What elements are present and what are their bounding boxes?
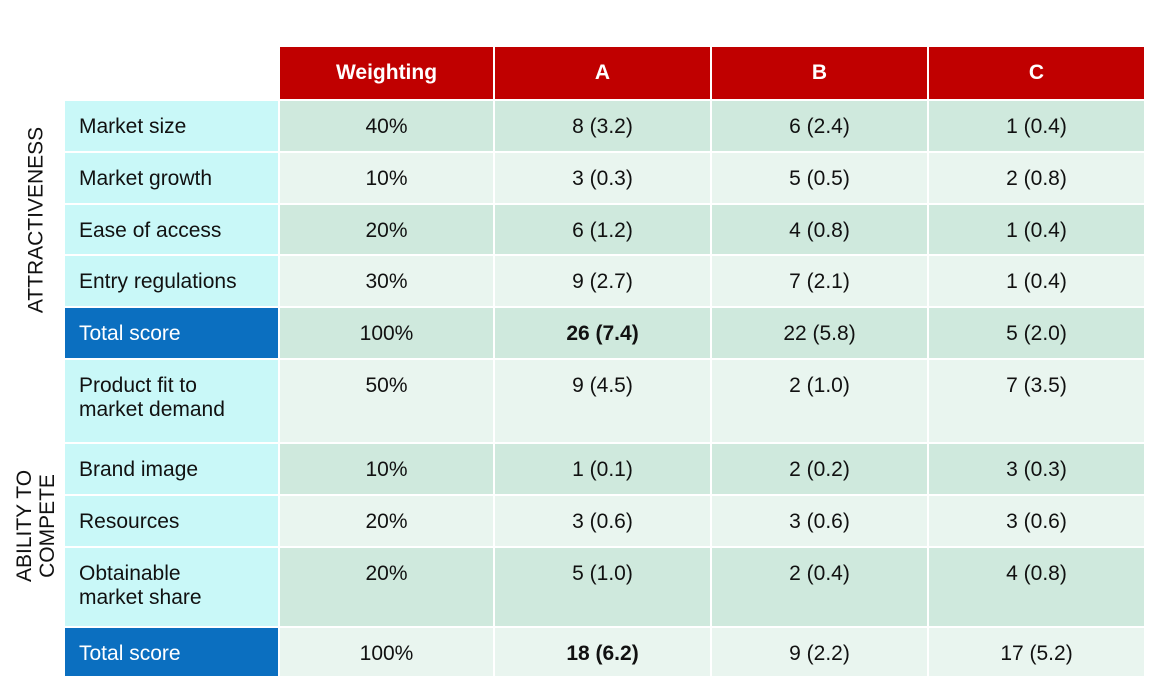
score-b-cell: 7 (2.1) [710,254,929,308]
weight-cell: 20% [278,203,495,256]
score-b-cell: 4 (0.8) [710,203,929,256]
table-row: Entry regulations 30% 9 (2.7) 7 (2.1) 1 … [63,254,1146,308]
score-a-cell: 3 (0.6) [493,494,712,548]
total-row: Total score 100% 26 (7.4) 22 (5.8) 5 (2.… [63,306,1146,360]
ability-label-line2: COMPETE [36,474,59,578]
total-score-label: Total score [63,626,280,678]
total-score-label: Total score [63,306,280,360]
score-c-cell: 3 (0.6) [927,494,1146,548]
score-c-cell: 4 (0.8) [927,546,1146,628]
score-a-cell: 26 (7.4) [493,306,712,360]
score-a-cell: 18 (6.2) [493,626,712,678]
header-row: Weighting A B C [64,47,1146,100]
score-c-cell: 3 (0.3) [927,442,1146,496]
scoring-table: Weighting A B C Market size 40% 8 (3.2) … [63,47,1146,678]
total-row: Total score 100% 18 (6.2) 9 (2.2) 17 (5.… [63,626,1146,678]
row-label: Resources [63,494,280,548]
score-c-cell: 1 (0.4) [927,203,1146,256]
score-a-cell: 1 (0.1) [493,442,712,496]
score-a-cell: 6 (1.2) [493,203,712,256]
score-b-cell: 9 (2.2) [710,626,929,678]
table-row: Market size 40% 8 (3.2) 6 (2.4) 1 (0.4) [63,99,1146,153]
score-a-cell: 9 (2.7) [493,254,712,308]
score-a-cell: 3 (0.3) [493,151,712,205]
header-b: B [710,47,929,100]
weight-cell: 20% [278,546,495,628]
row-label: Obtainable market share [63,546,280,628]
score-c-cell: 1 (0.4) [927,99,1146,153]
score-b-cell: 5 (0.5) [710,151,929,205]
score-b-cell: 2 (1.0) [710,358,929,444]
score-b-cell: 6 (2.4) [710,99,929,153]
header-c: C [927,47,1146,100]
weight-cell: 10% [278,442,495,496]
score-a-cell: 5 (1.0) [493,546,712,628]
table-row: Product fit to market demand 50% 9 (4.5)… [63,358,1146,444]
score-b-cell: 3 (0.6) [710,494,929,548]
score-c-cell: 2 (0.8) [927,151,1146,205]
table-row: Resources 20% 3 (0.6) 3 (0.6) 3 (0.6) [63,494,1146,548]
table-row: Ease of access 20% 6 (1.2) 4 (0.8) 1 (0.… [63,203,1146,256]
score-b-cell: 2 (0.4) [710,546,929,628]
score-c-cell: 5 (2.0) [927,306,1146,360]
row-label-line2: market share [79,586,202,609]
row-label: Product fit to market demand [63,358,280,444]
weight-cell: 30% [278,254,495,308]
ability-label-line1: ABILITY TO [13,469,36,583]
score-c-cell: 7 (3.5) [927,358,1146,444]
score-a-cell: 8 (3.2) [493,99,712,153]
score-a-cell: 9 (4.5) [493,358,712,444]
score-b-cell: 2 (0.2) [710,442,929,496]
attractiveness-label: ATTRACTIVENESS [24,126,48,314]
header-blank [64,47,279,100]
score-c-cell: 17 (5.2) [927,626,1146,678]
row-label: Entry regulations [63,254,280,308]
weight-cell: 10% [278,151,495,205]
weight-cell: 40% [278,99,495,153]
table-row: Brand image 10% 1 (0.1) 2 (0.2) 3 (0.3) [63,442,1146,496]
table-row: Market growth 10% 3 (0.3) 5 (0.5) 2 (0.8… [63,151,1146,205]
row-label-line1: Obtainable [79,562,181,585]
row-label: Market growth [63,151,280,205]
row-label-line1: Product fit to [79,374,197,397]
weight-cell: 50% [278,358,495,444]
header-weighting: Weighting [278,47,495,100]
score-c-cell: 1 (0.4) [927,254,1146,308]
row-label: Ease of access [63,203,280,256]
row-label-line2: market demand [79,398,225,421]
score-b-cell: 22 (5.8) [710,306,929,360]
header-a: A [493,47,712,100]
weight-cell: 100% [278,626,495,678]
weight-cell: 20% [278,494,495,548]
row-label: Brand image [63,442,280,496]
table-row: Obtainable market share 20% 5 (1.0) 2 (0… [63,546,1146,628]
ability-to-compete-label: ABILITY TO COMPETE [13,470,59,582]
row-label: Market size [63,99,280,153]
weight-cell: 100% [278,306,495,360]
